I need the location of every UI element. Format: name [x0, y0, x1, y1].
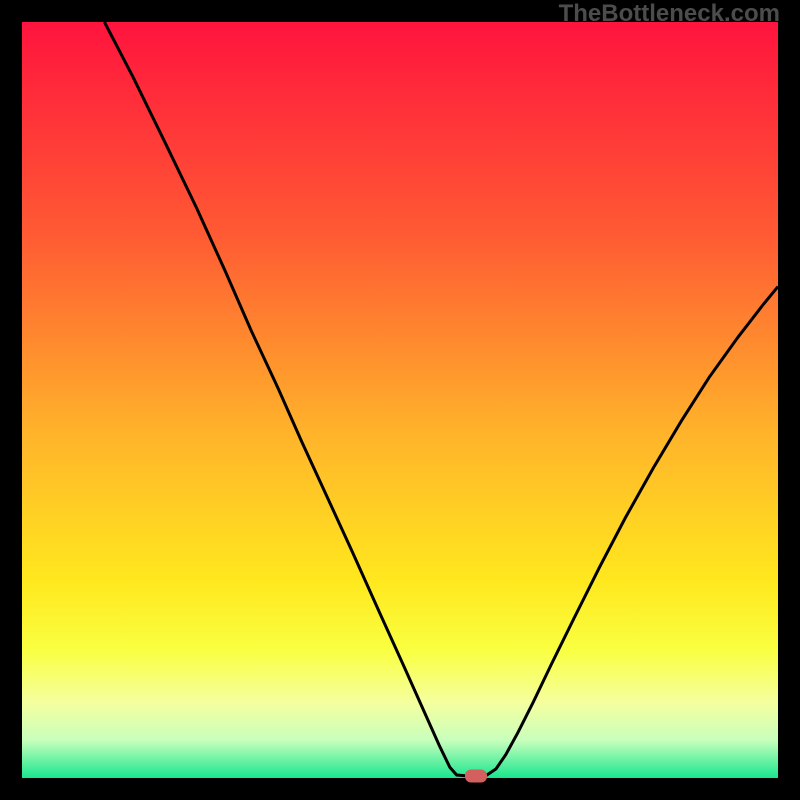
- attribution-text: TheBottleneck.com: [559, 0, 780, 28]
- curve-path: [104, 22, 778, 776]
- bottleneck-curve: [22, 22, 778, 778]
- optimum-marker: [465, 769, 487, 782]
- plot-gradient-area: [22, 22, 778, 778]
- chart-frame: TheBottleneck.com: [0, 0, 800, 800]
